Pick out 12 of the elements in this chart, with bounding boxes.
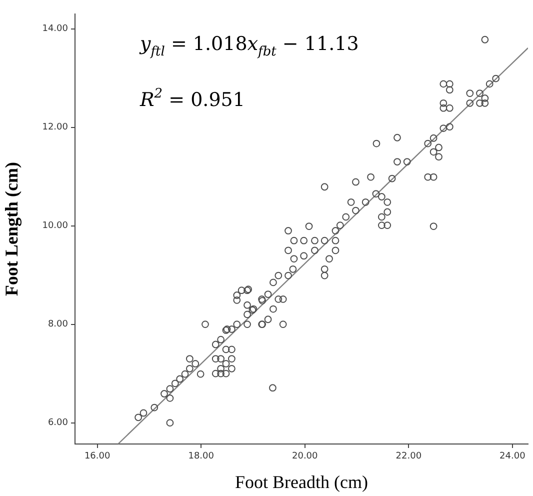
x-tick-label: 18.00 <box>188 452 214 462</box>
x-tick-label: 20.00 <box>292 452 318 462</box>
y-tick-label: 8.00 <box>48 320 68 330</box>
y-tick-label: 12.00 <box>42 122 68 133</box>
y-axis-title: Foot Length (cm) <box>1 162 22 296</box>
x-tick-label: 16.00 <box>84 452 110 462</box>
x-tick-label: 24.00 <box>500 452 526 462</box>
y-tick-label: 6.00 <box>48 418 68 428</box>
y-tick-label: 14.00 <box>42 24 68 34</box>
x-axis-title: Foot Breadth (cm) <box>235 472 368 492</box>
y-tick-label: 10.00 <box>42 221 68 232</box>
x-tick-label: 22.00 <box>396 452 422 462</box>
